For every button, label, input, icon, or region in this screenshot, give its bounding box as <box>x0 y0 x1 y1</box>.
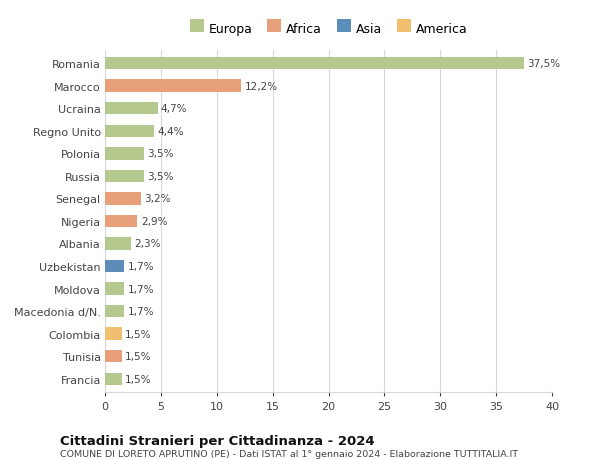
Text: 4,7%: 4,7% <box>161 104 187 114</box>
Text: 2,9%: 2,9% <box>141 217 167 226</box>
Text: 37,5%: 37,5% <box>527 59 560 69</box>
Text: COMUNE DI LORETO APRUTINO (PE) - Dati ISTAT al 1° gennaio 2024 - Elaborazione TU: COMUNE DI LORETO APRUTINO (PE) - Dati IS… <box>60 449 518 458</box>
Text: 1,7%: 1,7% <box>127 262 154 271</box>
Bar <box>105 125 154 138</box>
Bar <box>105 238 131 250</box>
Text: 2,3%: 2,3% <box>134 239 161 249</box>
Text: 4,4%: 4,4% <box>158 127 184 136</box>
Bar <box>105 103 158 115</box>
Bar <box>105 373 122 385</box>
Text: 1,5%: 1,5% <box>125 352 152 361</box>
Bar <box>105 80 241 93</box>
Legend: Europa, Africa, Asia, America: Europa, Africa, Asia, America <box>190 22 467 35</box>
Text: 3,2%: 3,2% <box>144 194 170 204</box>
Bar <box>105 215 137 228</box>
Bar <box>105 305 124 318</box>
Bar <box>105 350 122 363</box>
Text: 1,7%: 1,7% <box>127 284 154 294</box>
Bar <box>105 58 524 70</box>
Bar <box>105 283 124 295</box>
Bar <box>105 328 122 340</box>
Bar <box>105 193 141 205</box>
Text: 1,7%: 1,7% <box>127 307 154 316</box>
Text: 12,2%: 12,2% <box>245 82 278 91</box>
Bar <box>105 260 124 273</box>
Text: 1,5%: 1,5% <box>125 374 152 384</box>
Bar <box>105 170 144 183</box>
Text: 3,5%: 3,5% <box>148 172 174 181</box>
Text: Cittadini Stranieri per Cittadinanza - 2024: Cittadini Stranieri per Cittadinanza - 2… <box>60 434 374 447</box>
Bar <box>105 148 144 160</box>
Text: 3,5%: 3,5% <box>148 149 174 159</box>
Text: 1,5%: 1,5% <box>125 329 152 339</box>
